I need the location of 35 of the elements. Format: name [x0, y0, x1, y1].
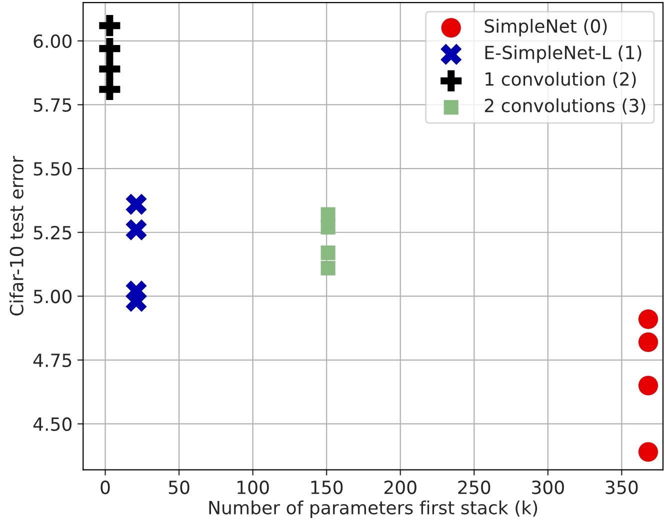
x-tick-label: 250	[458, 480, 490, 494]
y-tick-label: 4.75	[33, 354, 72, 368]
y-axis-title: Cifar-10 test error	[9, 156, 24, 316]
x-tick-label: 100	[238, 480, 269, 494]
y-tick-label: 5.25	[34, 226, 72, 240]
point	[99, 38, 120, 60]
point	[99, 15, 120, 36]
y-tick-label: 6.00	[34, 34, 72, 48]
y-tick-label: 4.50	[33, 417, 72, 431]
point	[126, 219, 147, 240]
legend-label: 1 convolution (2)	[486, 72, 636, 88]
y-tick-label: 5.50	[34, 162, 72, 176]
point	[126, 194, 147, 215]
x-tick-label: 350	[606, 480, 638, 494]
x-tick-label: 150	[311, 480, 343, 494]
point	[320, 220, 336, 235]
point	[320, 260, 336, 276]
x-tick-label: 200	[384, 480, 416, 494]
point	[126, 290, 147, 312]
legend-label: E-SimpleNet-L (1)	[485, 45, 642, 63]
point	[638, 309, 658, 329]
legend-label: SimpleNet (0)	[484, 18, 607, 36]
point	[638, 442, 658, 462]
x-tick-label: 300	[532, 480, 564, 494]
point	[638, 332, 658, 352]
point	[638, 376, 658, 396]
legend-label: 2 convolutions (3)	[484, 98, 646, 114]
point	[320, 246, 336, 260]
y-tick-label: 5.75	[34, 98, 72, 112]
point	[99, 78, 120, 100]
x-axis-title: Number of parameters first stack (k)	[209, 500, 538, 518]
point	[99, 58, 120, 80]
y-tick-label: 5.00	[34, 290, 72, 304]
x-tick-label: 0	[100, 480, 110, 494]
x-tick-label: 50	[168, 480, 190, 494]
